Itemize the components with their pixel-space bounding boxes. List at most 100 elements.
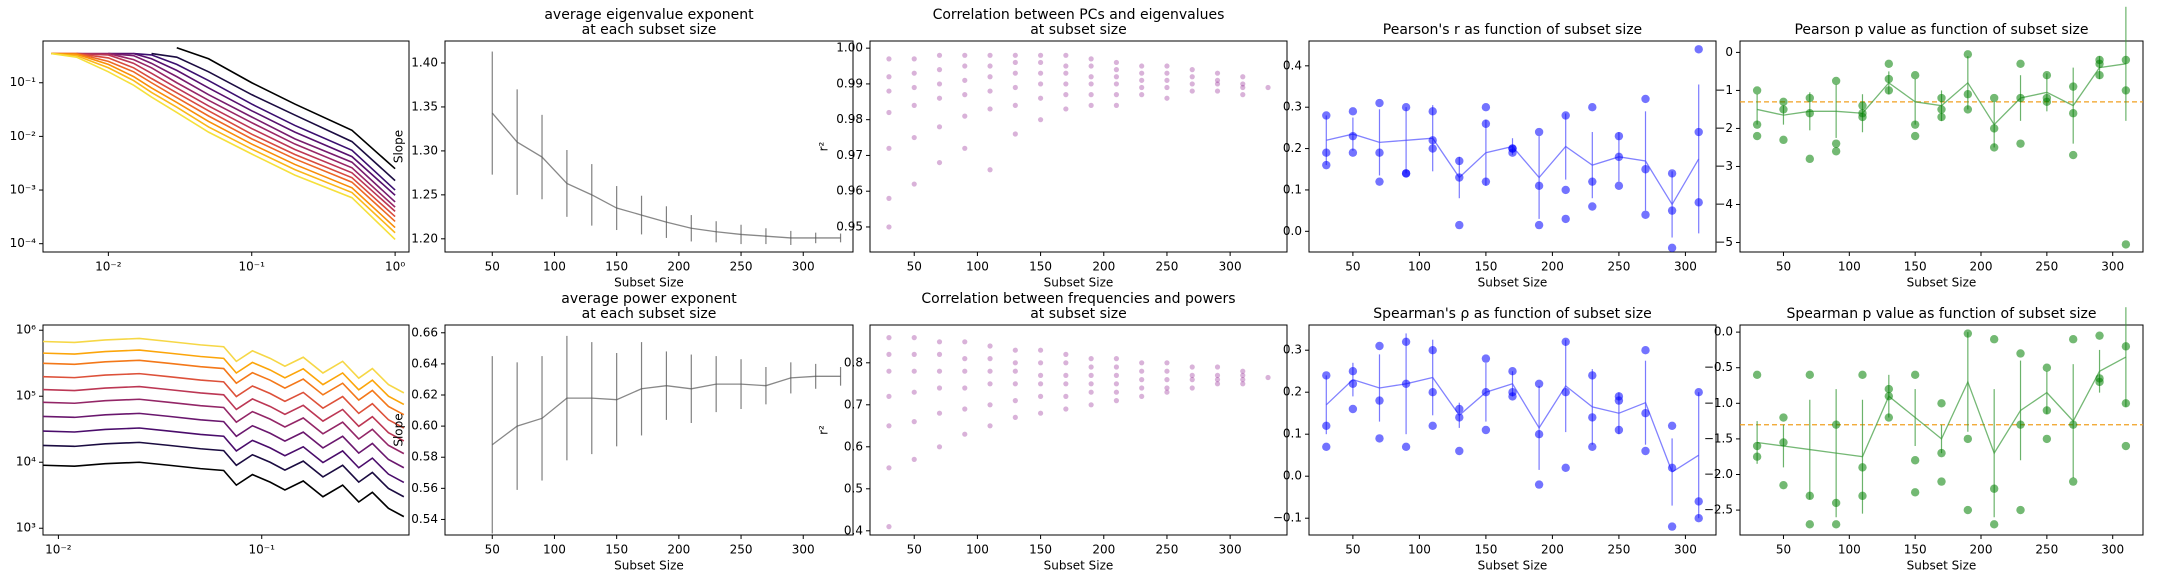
scatter-point: [1375, 177, 1384, 186]
scatter-point: [1561, 388, 1570, 397]
scatter-point: [1164, 368, 1170, 374]
scatter-point: [1805, 154, 1815, 164]
x-tick-label: 150: [1029, 543, 1052, 557]
scatter-point: [1063, 393, 1069, 399]
x-tick-label: 100: [1838, 543, 1861, 557]
scatter-point: [1805, 93, 1815, 103]
y-tick-label: −2: [1715, 121, 1733, 135]
scatter-point: [987, 74, 993, 80]
scatter-point: [1322, 148, 1331, 157]
scatter-point: [1779, 97, 1788, 107]
scatter-point: [962, 339, 968, 345]
y-tick-label: −5: [1715, 235, 1733, 249]
scatter-point: [1937, 477, 1946, 486]
scatter-point: [936, 67, 943, 73]
scatter-point: [2068, 150, 2078, 160]
axes-frame: [869, 324, 1288, 536]
scatter-point: [1963, 434, 1973, 444]
scatter-point: [1322, 421, 1331, 430]
y-tick-label: 0.0: [1714, 325, 1733, 339]
scatter-point: [2068, 420, 2078, 429]
scatter-point: [1189, 67, 1195, 73]
scatter-point: [1805, 370, 1815, 380]
x-tick-label: 50: [1345, 260, 1360, 274]
scatter-point: [1037, 372, 1044, 378]
scatter-point: [1694, 198, 1703, 207]
scatter-point: [1779, 438, 1788, 447]
scatter-point: [1641, 210, 1650, 219]
scatter-point: [1189, 372, 1195, 378]
scatter-point: [1240, 377, 1246, 383]
y-tick-label: 0.95: [836, 219, 863, 233]
chart-title: at subset size: [1030, 306, 1127, 322]
scatter-point: [1164, 360, 1170, 366]
scatter-point: [1588, 102, 1597, 112]
x-tick-label: 150: [1904, 260, 1927, 274]
x-tick-label: 50: [1776, 260, 1791, 274]
scatter-point: [1375, 396, 1384, 405]
scatter-point: [1322, 111, 1331, 120]
scatter-point: [987, 106, 993, 112]
y-tick-label: 0.4: [1283, 58, 1302, 72]
series-line: [42, 461, 405, 518]
scatter-point: [1694, 388, 1703, 397]
scatter-point: [1189, 88, 1195, 94]
scatter-point: [1139, 368, 1145, 374]
x-tick-label: 100: [1408, 543, 1431, 557]
scatter-point: [1113, 381, 1120, 387]
scatter-point: [1375, 148, 1384, 157]
scatter-point: [1037, 59, 1044, 66]
scatter-point: [1240, 84, 1246, 91]
scatter-point: [1037, 347, 1044, 353]
scatter-point: [1139, 377, 1145, 383]
scatter-point: [1164, 84, 1170, 91]
chart-title: Correlation between PCs and eigenvalues: [933, 7, 1225, 23]
x-tick-label: 150: [1029, 260, 1052, 274]
scatter-point: [1164, 385, 1170, 391]
x-tick-label: 10⁻²: [95, 260, 122, 274]
scatter-point: [1989, 124, 1999, 133]
scatter-point: [1428, 107, 1437, 116]
x-axis-label: Subset Size: [1478, 276, 1548, 290]
scatter-point: [1561, 214, 1570, 224]
scatter-point: [987, 63, 993, 69]
y-tick-label: 10⁻¹: [10, 75, 37, 89]
x-tick-label: 300: [2101, 543, 2124, 557]
scatter-point: [1989, 335, 1999, 344]
scatter-point: [1614, 181, 1624, 191]
scatter-point: [1508, 392, 1517, 401]
scatter-point: [1481, 102, 1491, 112]
scatter-point: [2095, 331, 2104, 340]
axes-frame: [869, 40, 1288, 253]
scatter-point: [1858, 463, 1867, 472]
x-tick-label: 10⁻¹: [239, 260, 266, 274]
scatter-point: [1113, 102, 1120, 108]
scatter-point: [1240, 74, 1246, 80]
scatter-point: [1063, 406, 1069, 412]
axes-frame: [42, 324, 410, 536]
scatter-point: [1455, 173, 1464, 182]
scatter-point: [1063, 351, 1069, 357]
scatter-point: [1884, 391, 1894, 401]
x-tick-label: 150: [605, 260, 628, 274]
scatter-point: [1214, 364, 1221, 370]
scatter-point: [962, 92, 968, 98]
scatter-point: [962, 77, 968, 83]
axes-frame: [1308, 40, 1717, 253]
y-tick-label: 0.3: [1283, 343, 1302, 357]
scatter-point: [1375, 98, 1384, 108]
scatter-point: [2042, 434, 2052, 444]
x-tick-label: 300: [1219, 260, 1242, 274]
scatter-point: [886, 109, 892, 116]
scatter-point: [1910, 488, 1920, 497]
scatter-point: [1113, 92, 1120, 98]
x-tick-label: 100: [966, 260, 989, 274]
scatter-point: [1831, 147, 1841, 156]
scatter-point: [1428, 136, 1437, 145]
scatter-point: [1588, 413, 1597, 422]
x-axis-label: Subset Size: [1044, 276, 1114, 290]
scatter-point: [1164, 70, 1170, 76]
scatter-point: [1561, 185, 1570, 195]
scatter-point: [1063, 70, 1069, 76]
